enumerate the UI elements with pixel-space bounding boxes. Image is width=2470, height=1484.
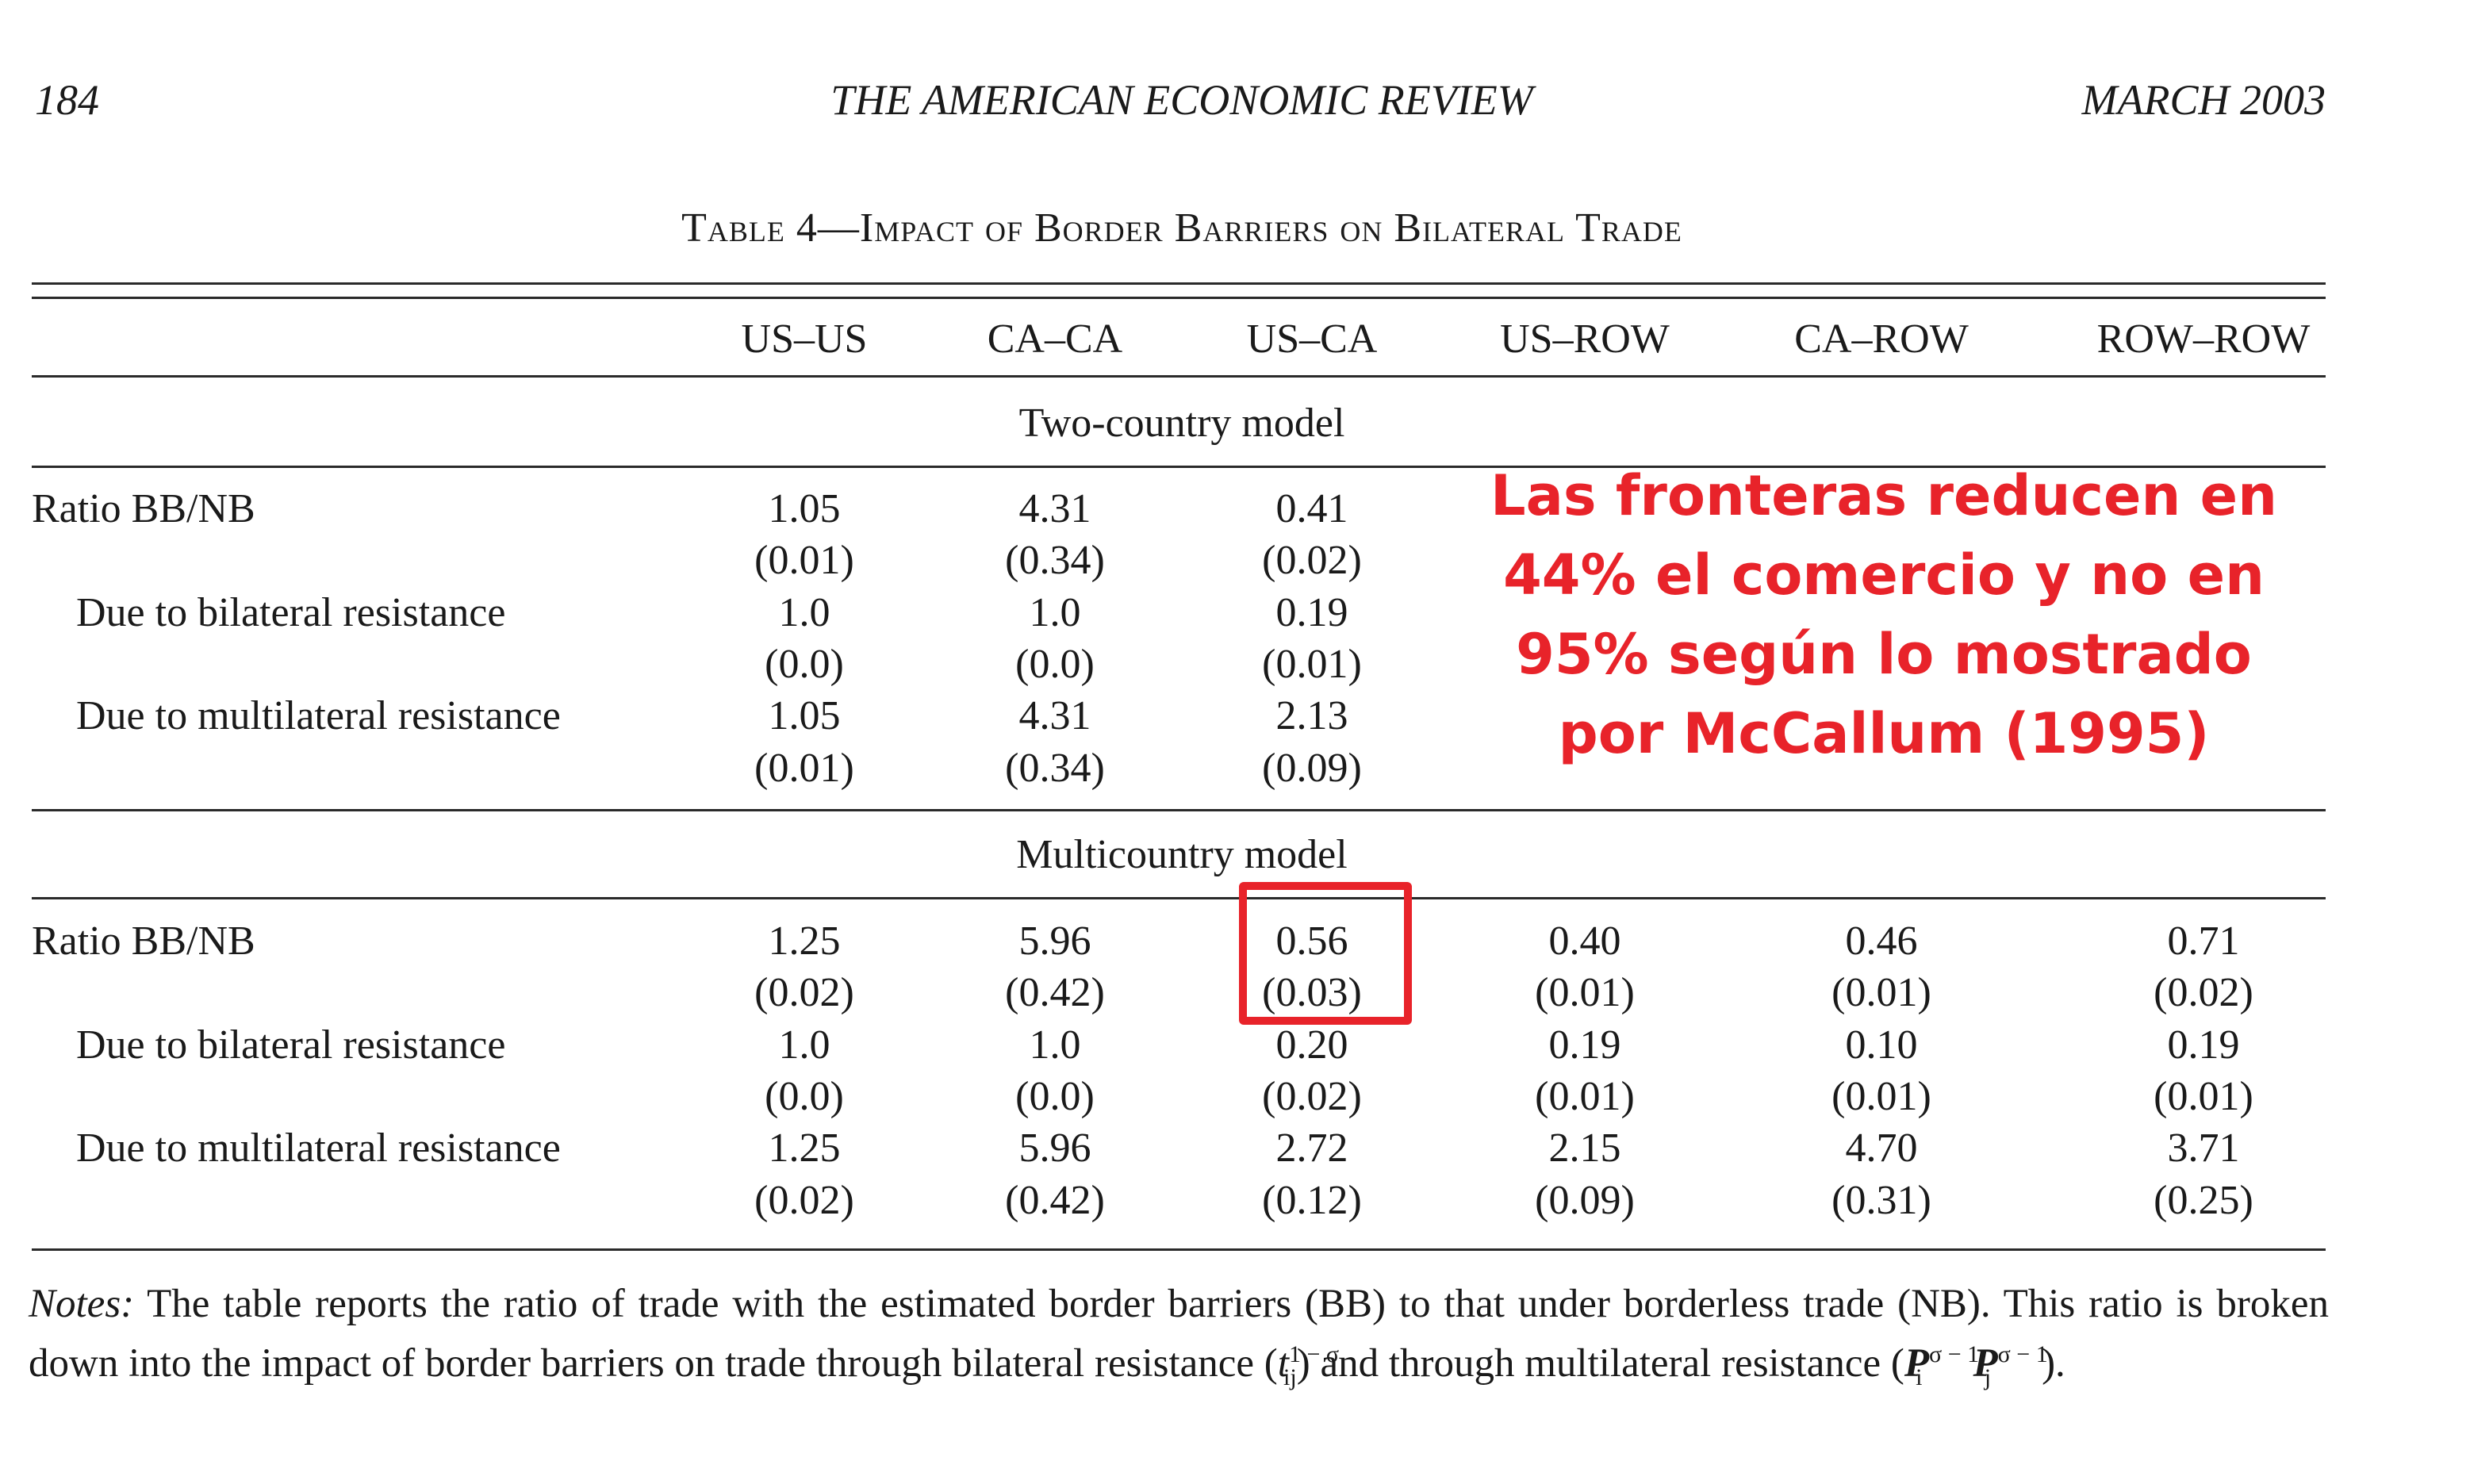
table-cell-se: (0.31)	[1831, 1178, 1931, 1223]
table-cell-se: (0.0)	[1015, 642, 1095, 687]
column-header: US–ROW	[1500, 316, 1670, 362]
math-sup: 1 − σ	[1288, 1341, 1340, 1367]
section-rule-2	[32, 897, 2326, 899]
section-title: Two-country model	[1018, 401, 1345, 446]
table-cell-se: (0.09)	[1535, 1178, 1635, 1223]
table-cell-se: (0.02)	[2154, 970, 2253, 1015]
section-divider-rule	[32, 809, 2326, 811]
table-cell-se: (0.0)	[765, 642, 844, 687]
math-p: P	[1973, 1341, 1998, 1386]
table-cell-se: (0.03)	[1262, 970, 1362, 1015]
column-header: CA–CA	[987, 316, 1123, 362]
row-label: Due to bilateral resistance	[76, 1022, 506, 1068]
row-label: Due to bilateral resistance	[76, 590, 506, 635]
table-title-text: Impact of Border Barriers on Bilateral T…	[859, 205, 1682, 251]
highlight-box	[1239, 882, 1412, 1025]
table-cell: 1.25	[768, 918, 841, 964]
table-cell: 0.71	[2167, 918, 2240, 964]
math-sub: j	[1984, 1364, 1992, 1391]
table-title: Table 4—Impact of Border Barriers on Bil…	[0, 205, 2364, 252]
table-cell: 4.31	[1018, 486, 1091, 531]
table-cell: 0.46	[1845, 918, 1918, 964]
table-cell: 1.05	[768, 693, 841, 738]
table-cell: 0.19	[2167, 1022, 2240, 1068]
row-label: Due to multilateral resistance	[76, 693, 561, 738]
column-header: US–CA	[1246, 316, 1378, 362]
table-cell-se: (0.02)	[754, 1178, 854, 1223]
table-cell-se: (0.01)	[754, 538, 854, 583]
math-p: P	[1904, 1341, 1930, 1386]
math-sup: σ − 1	[1929, 1341, 1980, 1367]
table-cell-se: (0.01)	[1535, 1074, 1635, 1119]
notes-text: The table reports the ratio of trade wit…	[29, 1282, 2329, 1386]
table-title-prefix: Table 4—	[681, 205, 860, 251]
table-cell-se: (0.42)	[1005, 970, 1105, 1015]
table-cell: 2.15	[1548, 1125, 1621, 1171]
math-t: t	[1277, 1341, 1289, 1386]
table-cell-se: (0.01)	[1262, 642, 1362, 687]
table-cell: 1.25	[768, 1125, 841, 1171]
page-number: 184	[35, 76, 99, 124]
table-cell: 1.0	[778, 590, 830, 635]
table-cell: 1.0	[778, 1022, 830, 1068]
table-cell-se: (0.02)	[1262, 1074, 1362, 1119]
table-cell-se: (0.01)	[1831, 1074, 1931, 1119]
table-cell: 0.20	[1275, 1022, 1348, 1068]
table-cell-se: (0.01)	[2154, 1074, 2253, 1119]
table-cell: 2.72	[1275, 1125, 1348, 1171]
journal-name: THE AMERICAN ECONOMIC REVIEW	[830, 76, 1533, 124]
section-title: Multicountry model	[1016, 832, 1348, 877]
table-cell-se: (0.34)	[1005, 746, 1105, 791]
table-cell: 1.0	[1029, 1022, 1081, 1068]
header-rule	[32, 375, 2326, 378]
table-cell-se: (0.01)	[1535, 970, 1635, 1015]
table-cell-se: (0.0)	[1015, 1074, 1095, 1119]
table-cell: 1.0	[1029, 590, 1081, 635]
annotation-callout: Las fronteras reducen en 44% el comercio…	[1490, 463, 2277, 766]
math-sub: ij	[1283, 1364, 1297, 1391]
table-cell: 4.70	[1845, 1125, 1918, 1171]
issue-date: MARCH 2003	[2081, 76, 2326, 124]
table-cell-se: (0.12)	[1262, 1178, 1362, 1223]
bottom-rule	[32, 1248, 2326, 1251]
row-label: Due to multilateral resistance	[76, 1125, 561, 1171]
row-label: Ratio BB/NB	[32, 486, 255, 531]
row-label: Ratio BB/NB	[32, 918, 255, 964]
math-sup: σ − 1	[1997, 1341, 2048, 1367]
section-rule-1	[32, 466, 2326, 468]
table-cell-se: (0.02)	[1262, 538, 1362, 583]
table-cell-se: (0.25)	[2154, 1178, 2253, 1223]
column-header: ROW–ROW	[2096, 316, 2311, 362]
table-cell: 3.71	[2167, 1125, 2240, 1171]
table-cell: 5.96	[1018, 1125, 1091, 1171]
top-rule-1	[32, 282, 2326, 285]
notes-text: ) and through multilateral resistance (	[1296, 1341, 1904, 1386]
table-cell-se: (0.01)	[1831, 970, 1931, 1015]
table-cell: 0.56	[1275, 918, 1348, 964]
column-header: CA–ROW	[1794, 316, 1969, 362]
table-cell-se: (0.02)	[754, 970, 854, 1015]
table-cell: 5.96	[1018, 918, 1091, 964]
column-header: US–US	[741, 316, 868, 362]
table-cell: 2.13	[1275, 693, 1348, 738]
math-sub: i	[1916, 1364, 1923, 1391]
table-cell: 0.40	[1548, 918, 1621, 964]
table-cell-se: (0.01)	[754, 746, 854, 791]
table-cell: 0.19	[1275, 590, 1348, 635]
notes-text: ).	[2042, 1341, 2065, 1386]
table-cell-se: (0.09)	[1262, 746, 1362, 791]
table-cell: 0.19	[1548, 1022, 1621, 1068]
table-cell-se: (0.34)	[1005, 538, 1105, 583]
table-cell: 0.10	[1845, 1022, 1918, 1068]
table-cell-se: (0.42)	[1005, 1178, 1105, 1223]
notes-lead: Notes:	[29, 1282, 135, 1326]
table-cell: 4.31	[1018, 693, 1091, 738]
table-cell-se: (0.0)	[765, 1074, 844, 1119]
table-cell: 0.41	[1275, 486, 1348, 531]
top-rule-2	[32, 297, 2326, 299]
table-cell: 1.05	[768, 486, 841, 531]
table-notes: Notes: The table reports the ratio of tr…	[29, 1279, 2329, 1403]
